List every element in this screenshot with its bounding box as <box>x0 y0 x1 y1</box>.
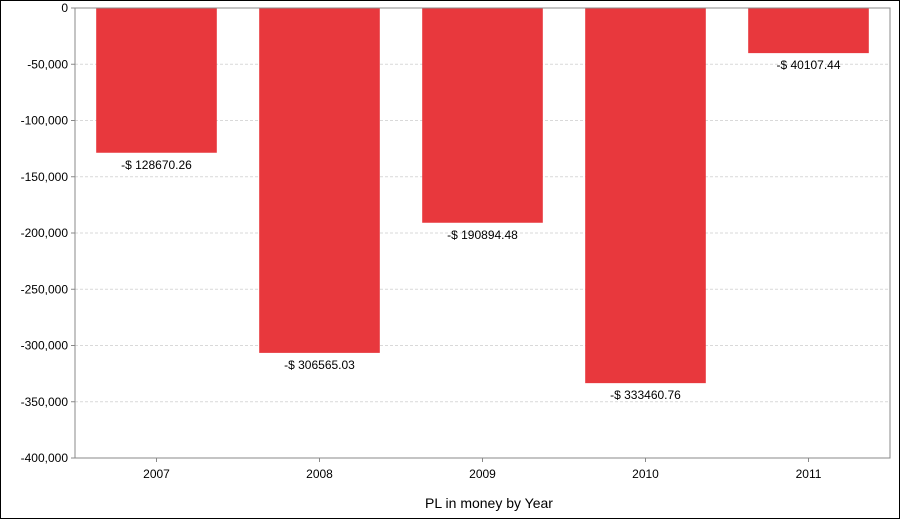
x-tick-label: 2008 <box>306 467 333 481</box>
y-tick-label: -50,000 <box>27 57 68 71</box>
y-tick-label: -250,000 <box>21 282 69 296</box>
data-label: -$ 40107.44 <box>776 58 840 72</box>
bar-2007 <box>96 8 217 153</box>
y-tick-label: -150,000 <box>21 170 69 184</box>
bars <box>96 8 869 384</box>
x-axis-ticks: 2007 2008 2009 2010 2011 <box>143 458 822 481</box>
y-tick-label: -300,000 <box>21 339 69 353</box>
y-tick-label: -400,000 <box>21 451 69 465</box>
bar-2009 <box>422 8 543 223</box>
x-tick-label: 2010 <box>632 467 659 481</box>
y-tick-label: -350,000 <box>21 395 69 409</box>
y-axis-ticks: 0 -50,000 -100,000 -150,000 -200,000 -250,000… <box>21 1 75 465</box>
y-tick-label: -200,000 <box>21 226 69 240</box>
y-tick-label: 0 <box>61 1 68 15</box>
data-label: -$ 306565.03 <box>284 358 355 372</box>
bar-2011 <box>748 8 869 54</box>
x-axis-title: PL in money by Year <box>425 495 553 511</box>
data-label: -$ 333460.76 <box>610 388 681 402</box>
x-tick-label: 2011 <box>796 467 822 481</box>
bar-2008 <box>259 8 380 353</box>
bar-2010 <box>585 8 706 384</box>
y-tick-label: -100,000 <box>21 114 69 128</box>
x-tick-label: 2007 <box>143 467 170 481</box>
x-tick-label: 2009 <box>469 467 496 481</box>
data-label: -$ 128670.26 <box>121 158 192 172</box>
data-labels: -$ 128670.26 -$ 306565.03 -$ 190894.48 -$ 3… <box>121 58 841 402</box>
data-label: -$ 190894.48 <box>447 228 518 242</box>
